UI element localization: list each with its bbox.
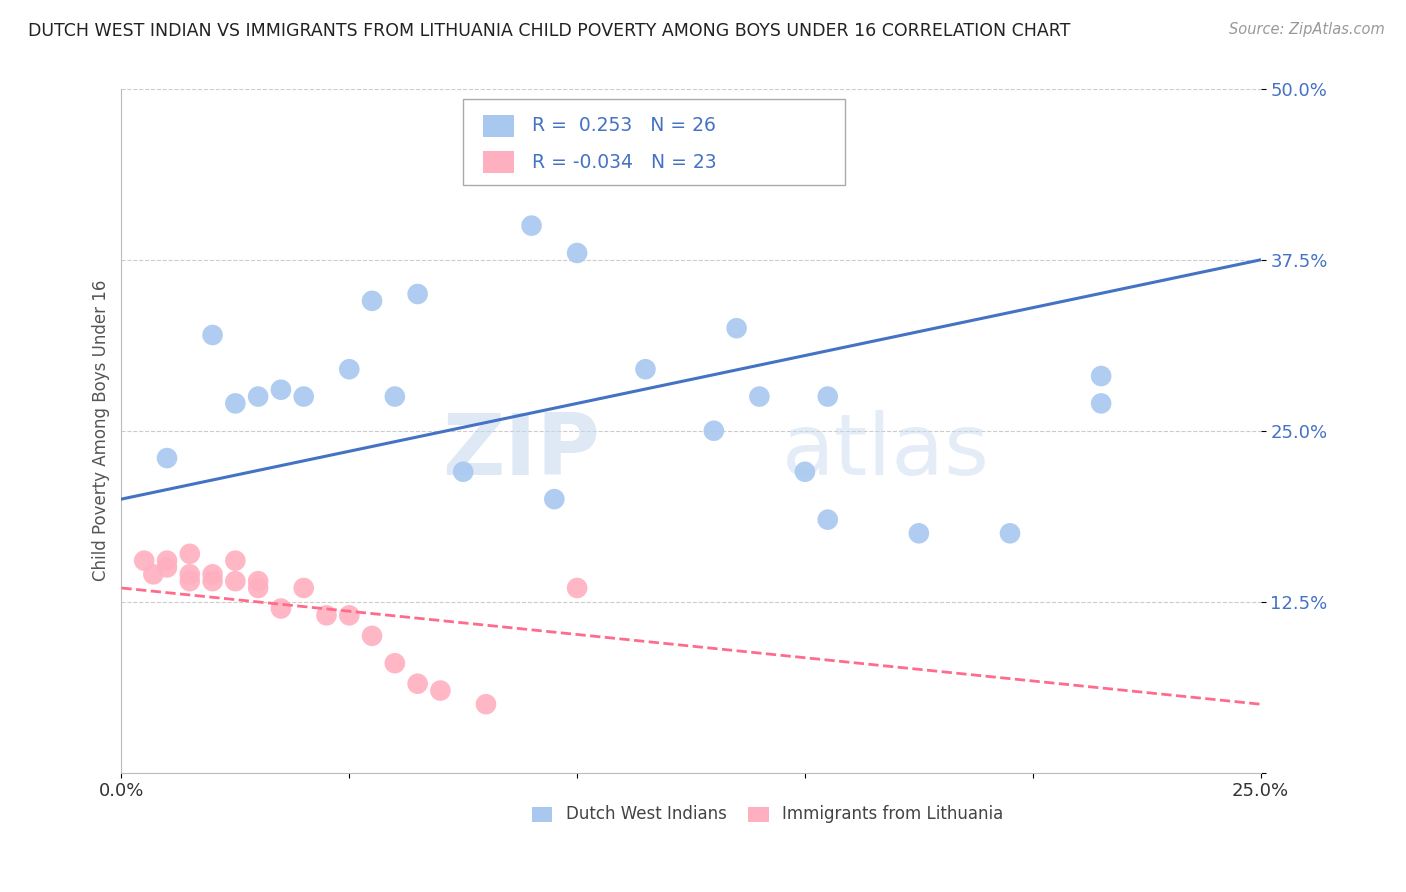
Point [384,656,406,670]
Point [179,567,201,582]
Point [142,567,165,582]
Point [247,390,270,404]
Point [384,390,406,404]
Point [134,554,156,568]
Point [429,683,451,698]
Point [315,608,337,623]
Point [224,554,246,568]
Text: Immigrants from Lithuania: Immigrants from Lithuania [782,805,1004,823]
Point [156,451,179,466]
Point [520,219,543,233]
Point [224,396,246,410]
Point [451,465,474,479]
Point [406,287,429,301]
Text: DUTCH WEST INDIAN VS IMMIGRANTS FROM LITHUANIA CHILD POVERTY AMONG BOYS UNDER 16: DUTCH WEST INDIAN VS IMMIGRANTS FROM LIT… [28,22,1070,40]
Point [270,601,292,615]
Point [725,321,748,335]
Point [156,554,179,568]
Point [201,567,224,582]
Point [201,328,224,343]
Point [201,574,224,589]
Point [1090,369,1112,384]
Point [998,526,1021,541]
Point [224,574,246,589]
Bar [531,806,553,822]
Point [908,526,931,541]
Point [543,492,565,507]
Point [703,424,725,438]
Point [337,608,360,623]
Point [247,574,270,589]
Point [565,581,588,595]
Text: atlas: atlas [782,409,990,492]
Point [247,581,270,595]
Point [748,390,770,404]
Y-axis label: Child Poverty Among Boys Under 16: Child Poverty Among Boys Under 16 [93,280,110,582]
Point [361,293,384,308]
Bar [748,806,769,822]
Text: Source: ZipAtlas.com: Source: ZipAtlas.com [1229,22,1385,37]
Point [361,629,384,643]
Point [794,465,817,479]
Point [679,136,702,151]
Point [817,513,839,527]
Text: ZIP: ZIP [441,409,600,492]
Text: Dutch West Indians: Dutch West Indians [565,805,727,823]
Text: R =  0.253   N = 26: R = 0.253 N = 26 [531,116,716,136]
Point [270,383,292,397]
Point [292,581,315,595]
Point [634,362,657,376]
Bar [482,151,515,173]
Point [292,390,315,404]
Text: R = -0.034   N = 23: R = -0.034 N = 23 [531,153,716,171]
Point [179,547,201,561]
Point [337,362,360,376]
Bar [482,115,515,136]
Point [817,390,839,404]
Point [565,246,588,260]
Point [1090,396,1112,410]
Point [156,560,179,574]
Point [179,574,201,589]
Point [406,676,429,690]
FancyBboxPatch shape [463,99,845,185]
Point [475,697,498,711]
